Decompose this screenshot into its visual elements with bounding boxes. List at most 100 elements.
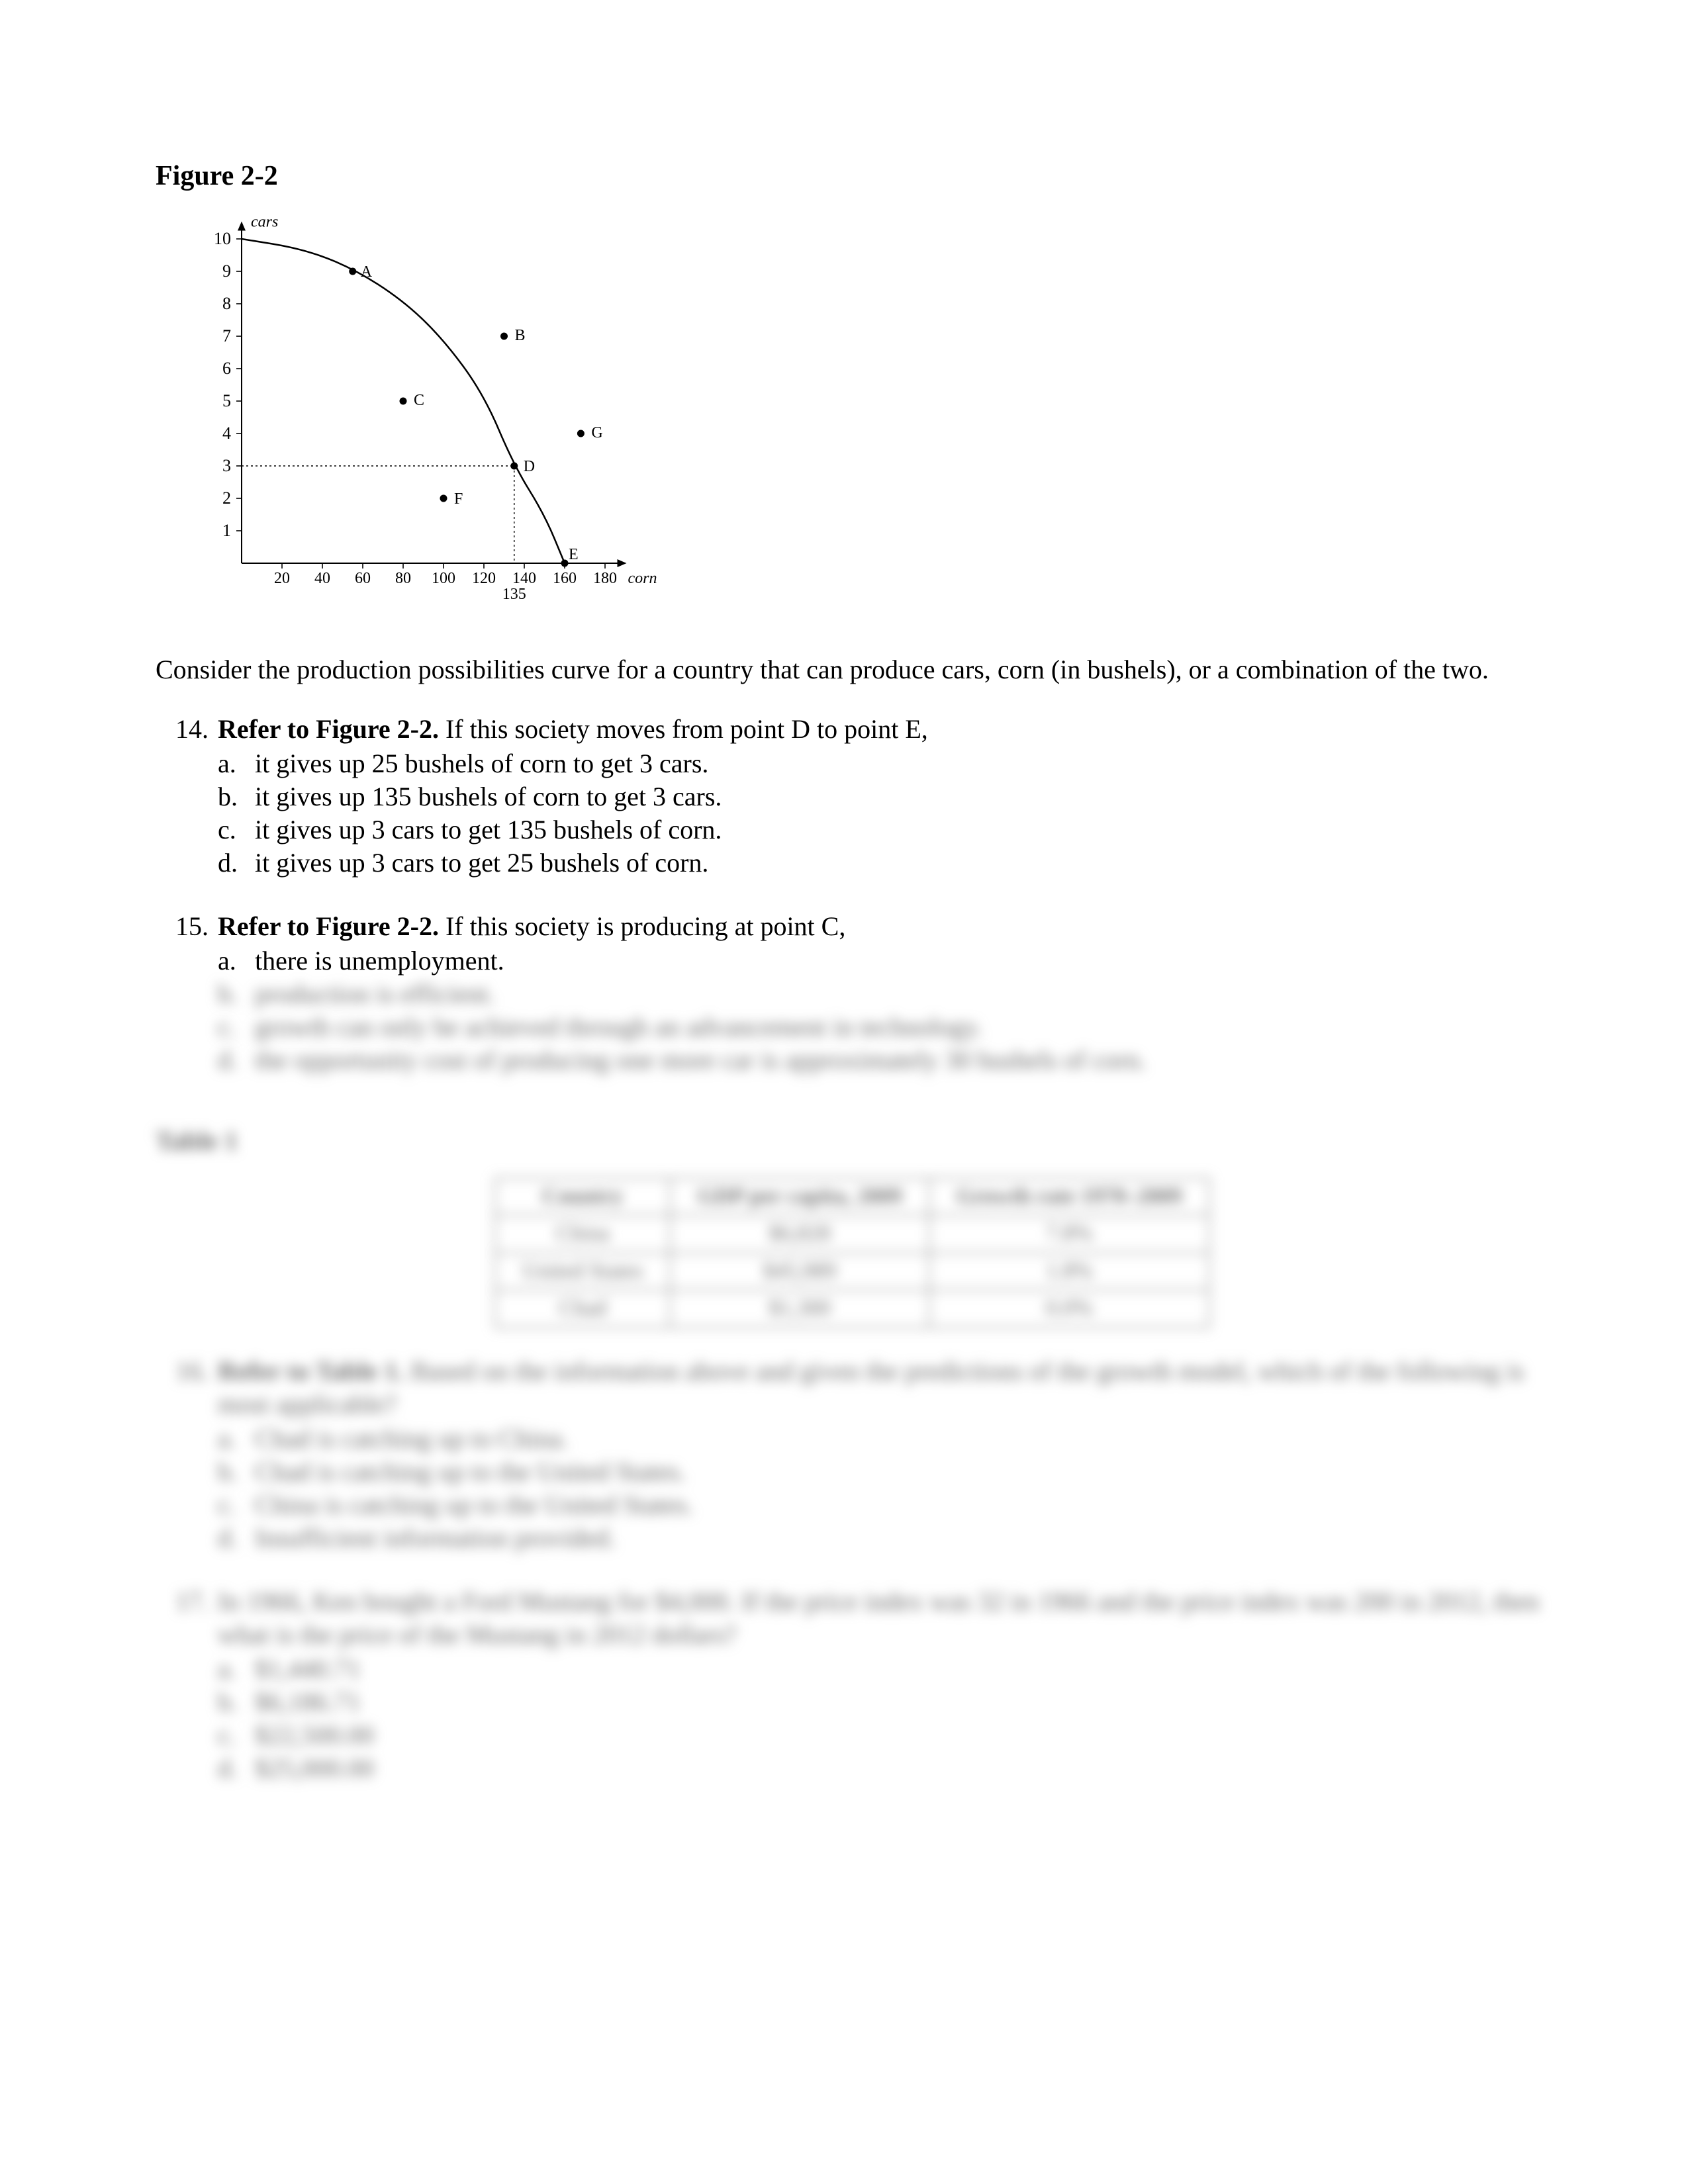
table-cell: $1,300 — [670, 1290, 929, 1328]
svg-text:180: 180 — [593, 570, 617, 587]
table-cell: United States — [495, 1253, 670, 1291]
option: d.$25,000.00 — [218, 1752, 1549, 1785]
option-text: there is unemployment. — [255, 944, 504, 978]
svg-text:5: 5 — [222, 391, 231, 410]
svg-text:120: 120 — [472, 570, 496, 587]
svg-text:F: F — [454, 490, 463, 508]
table-header-cell: Country — [495, 1178, 670, 1216]
table-cell: Chad — [495, 1290, 670, 1328]
question-lead: Refer to Figure 2-2. — [218, 714, 439, 744]
question-stem-rest: If this society is producing at point C, — [439, 911, 845, 941]
option-letter: c. — [218, 813, 255, 846]
figure-title: Figure 2-2 — [156, 159, 1549, 194]
svg-text:8: 8 — [222, 294, 231, 313]
option-text: Chad is catching up to the United States… — [255, 1455, 686, 1488]
option: a.$1,440.71 — [218, 1653, 1549, 1686]
option-letter: d. — [218, 1044, 255, 1077]
svg-text:9: 9 — [222, 261, 231, 281]
table-cell: 0.0% — [929, 1290, 1209, 1328]
option-text: Chad is catching up to China. — [255, 1422, 568, 1455]
option: c.growth can only be achieved through an… — [218, 1011, 1549, 1044]
svg-text:A: A — [361, 263, 373, 281]
table-title: Table 1 — [156, 1124, 1549, 1158]
option-text: it gives up 3 cars to get 25 bushels of … — [255, 846, 708, 880]
svg-text:40: 40 — [314, 570, 330, 587]
option: b.it gives up 135 bushels of corn to get… — [218, 780, 1549, 813]
option: b.Chad is catching up to the United Stat… — [218, 1455, 1549, 1488]
option-text: China is catching up to the United State… — [255, 1488, 693, 1522]
question-body: In 1966, Ken bought a Ford Mustang for $… — [218, 1585, 1549, 1785]
option-letter: a. — [218, 944, 255, 978]
option: c.$22,500.00 — [218, 1719, 1549, 1752]
question-stem: Refer to Figure 2-2. If this society mov… — [218, 713, 1549, 746]
question-options: a.$1,440.71b.$6,186.71c.$22,500.00d.$25,… — [218, 1653, 1549, 1785]
option-letter: a. — [218, 747, 255, 780]
svg-text:7: 7 — [222, 326, 231, 345]
svg-text:G: G — [591, 424, 602, 441]
svg-text:B: B — [515, 327, 526, 344]
question-number: 15. — [156, 910, 218, 1077]
table-cell: 7.8% — [929, 1215, 1209, 1253]
svg-text:140: 140 — [512, 570, 536, 587]
option: b.$6,186.71 — [218, 1686, 1549, 1719]
question-body: Refer to Figure 2-2. If this society is … — [218, 910, 1549, 1077]
option-letter: b. — [218, 978, 255, 1011]
svg-text:80: 80 — [395, 570, 411, 587]
option-letter: a. — [218, 1653, 255, 1686]
table-row: Chad$1,3000.0% — [495, 1290, 1209, 1328]
svg-text:C: C — [414, 392, 424, 409]
figure-caption: Consider the production possibilities cu… — [156, 653, 1546, 686]
question-stem-rest: Based on the information above and given… — [218, 1356, 1524, 1419]
option: d.it gives up 3 cars to get 25 bushels o… — [218, 846, 1549, 880]
option-text: it gives up 3 cars to get 135 bushels of… — [255, 813, 722, 846]
question-number: 17. — [156, 1585, 218, 1785]
option-text: growth can only be achieved through an a… — [255, 1011, 982, 1044]
table-cell: China — [495, 1215, 670, 1253]
table-row: China$6,8287.8% — [495, 1215, 1209, 1253]
question: 14.Refer to Figure 2-2. If this society … — [156, 713, 1549, 880]
svg-text:6: 6 — [222, 359, 231, 378]
ppc-chart-svg: 2040608010012014016018012345678910cornca… — [182, 212, 659, 623]
svg-text:1: 1 — [222, 521, 231, 540]
ppc-chart: 2040608010012014016018012345678910cornca… — [182, 212, 1549, 631]
option-letter: b. — [218, 780, 255, 813]
svg-text:cars: cars — [251, 213, 278, 230]
option-text: $1,440.71 — [255, 1653, 361, 1686]
question: 16.Refer to Table 1. Based on the inform… — [156, 1355, 1549, 1555]
table-cell: 1.8% — [929, 1253, 1209, 1291]
option-letter: b. — [218, 1686, 255, 1719]
table-cell: $45,989 — [670, 1253, 929, 1291]
option-letter: c. — [218, 1488, 255, 1522]
option-letter: d. — [218, 1752, 255, 1785]
svg-text:100: 100 — [432, 570, 455, 587]
question-number: 14. — [156, 713, 218, 880]
option: a.there is unemployment. — [218, 944, 1549, 978]
question-number: 16. — [156, 1355, 218, 1555]
option-text: the opportunity cost of producing one mo… — [255, 1044, 1146, 1077]
data-table: CountryGDP per capita, 2009Growth rate 1… — [494, 1177, 1210, 1328]
svg-text:corn: corn — [628, 570, 657, 587]
question-body: Refer to Table 1. Based on the informati… — [218, 1355, 1549, 1555]
option-text: $6,186.71 — [255, 1686, 361, 1719]
option: a.Chad is catching up to China. — [218, 1422, 1549, 1455]
option-letter: d. — [218, 1522, 255, 1555]
option: c.China is catching up to the United Sta… — [218, 1488, 1549, 1522]
question-stem-rest: If this society moves from point D to po… — [439, 714, 928, 744]
question: 17.In 1966, Ken bought a Ford Mustang fo… — [156, 1585, 1549, 1785]
question-options: a.Chad is catching up to China.b.Chad is… — [218, 1422, 1549, 1555]
table-row: United States$45,9891.8% — [495, 1253, 1209, 1291]
question-body: Refer to Figure 2-2. If this society mov… — [218, 713, 1549, 880]
table-header-cell: Growth rate 1970–2009 — [929, 1178, 1209, 1216]
svg-text:2: 2 — [222, 488, 231, 508]
question-options: a.it gives up 25 bushels of corn to get … — [218, 747, 1549, 880]
obscured-content: Table 1 CountryGDP per capita, 2009Growth… — [156, 1124, 1549, 1785]
question-lead: Refer to Table 1. — [218, 1356, 404, 1386]
svg-text:160: 160 — [553, 570, 577, 587]
question-stem: Refer to Table 1. Based on the informati… — [218, 1355, 1549, 1421]
svg-text:4: 4 — [222, 424, 231, 443]
option-letter: c. — [218, 1719, 255, 1752]
question-lead: Refer to Figure 2-2. — [218, 911, 439, 941]
svg-text:20: 20 — [274, 570, 290, 587]
option-letter: b. — [218, 1455, 255, 1488]
option-text: $25,000.00 — [255, 1752, 374, 1785]
